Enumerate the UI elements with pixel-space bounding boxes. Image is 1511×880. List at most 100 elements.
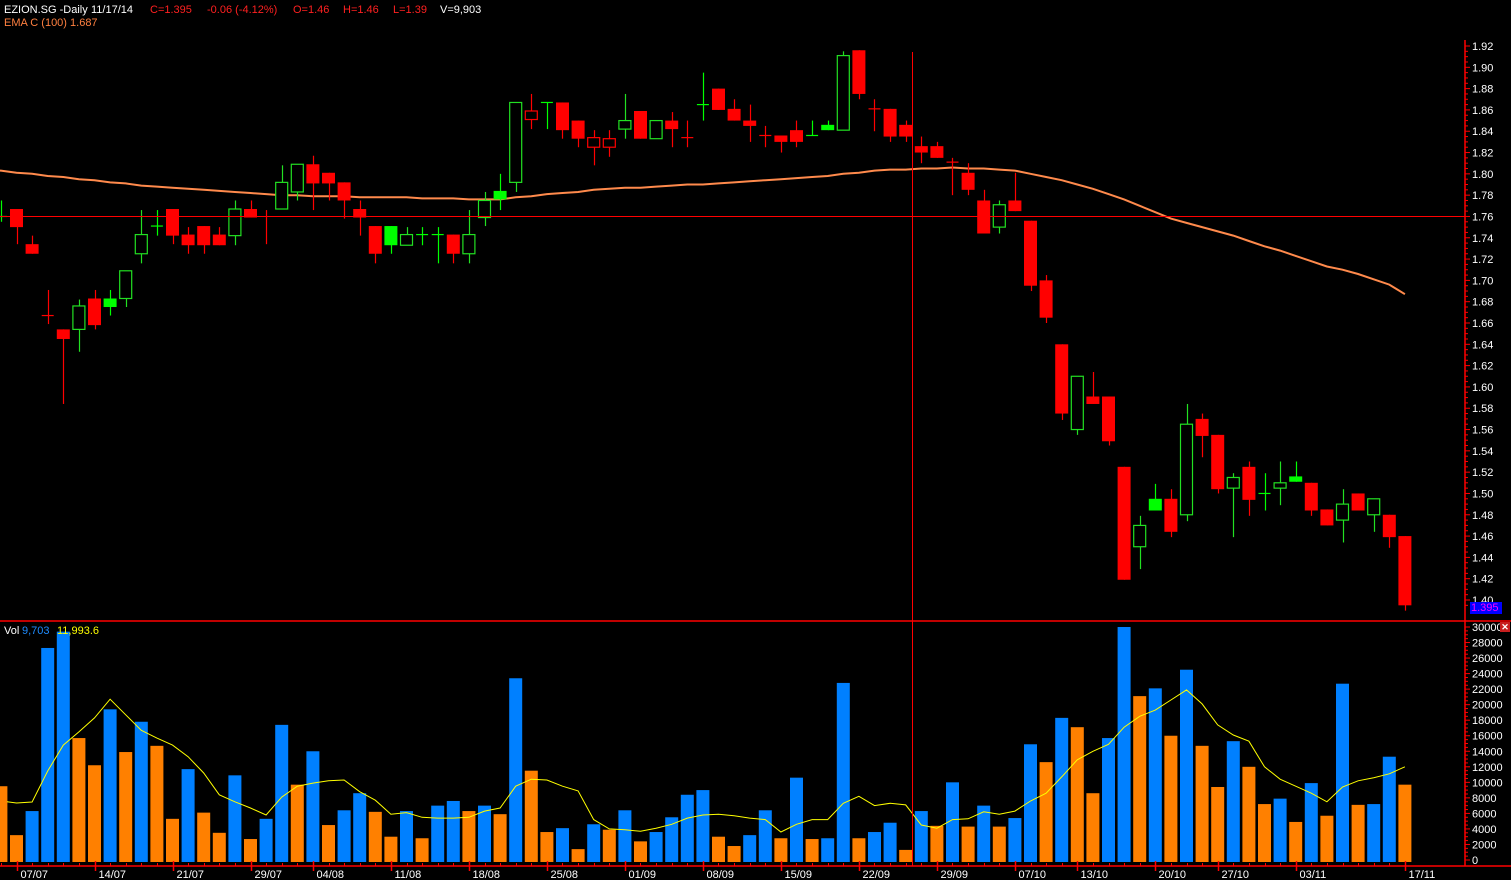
candle-body-filled [930, 146, 944, 158]
volume-bar [1164, 735, 1178, 862]
candle [852, 50, 866, 100]
candle [337, 182, 351, 219]
price-tick-label: 1.76 [1472, 211, 1493, 223]
volume-bar [1351, 804, 1365, 862]
candle [1055, 344, 1069, 420]
volume-bar [774, 838, 788, 862]
candle-body-hollow [290, 163, 304, 193]
x-tick-label: 04/08 [317, 869, 345, 880]
candle [384, 226, 398, 254]
candle [883, 108, 897, 142]
candle-body-filled [1024, 220, 1037, 286]
volume-bar [1258, 804, 1271, 862]
volume-bar [1039, 762, 1053, 862]
x-tick-label: 17/11 [1409, 869, 1436, 880]
candle-body-filled [1008, 200, 1022, 212]
volume-bar [259, 818, 273, 862]
candle [587, 130, 601, 166]
candle [602, 130, 616, 157]
volume-bar [587, 824, 601, 862]
candle [1335, 489, 1350, 543]
candle-body-filled [743, 120, 757, 126]
x-tick-label: 22/09 [863, 869, 891, 880]
candle [618, 93, 632, 139]
price-tick-label: 1.68 [1472, 297, 1493, 309]
candle-body-filled [1164, 498, 1178, 532]
volume-bar [712, 836, 725, 862]
candle-body-filled [322, 172, 335, 184]
candle-body-hollow [618, 119, 632, 130]
volume-tick-label: 0 [1472, 855, 1478, 867]
volume-bar [228, 775, 242, 862]
candle [166, 209, 179, 245]
candle-body-filled [1102, 396, 1115, 442]
volume-bar [1382, 756, 1396, 862]
candle-body-filled [883, 108, 897, 137]
candle-body-filled [103, 298, 117, 308]
candle-body-filled [181, 234, 195, 246]
volume-bar [1086, 793, 1100, 862]
candle [119, 270, 133, 308]
x-tick-label: 15/09 [785, 869, 813, 880]
candle-body-filled [25, 244, 39, 254]
candle [868, 99, 881, 132]
volume-bar [212, 832, 226, 862]
candle [712, 88, 725, 110]
price-tick-label: 1.54 [1472, 446, 1493, 458]
candle [228, 200, 242, 246]
candle [41, 289, 54, 325]
candle-body-filled [961, 172, 975, 190]
candle [977, 189, 991, 234]
candle [1320, 509, 1334, 526]
x-tick-label: 14/07 [99, 869, 127, 880]
volume-tick-label: 20000 [1472, 700, 1503, 712]
volume-bar [727, 846, 741, 862]
price-tick-label: 1.46 [1472, 531, 1493, 543]
volume-bar [134, 721, 148, 862]
volume-bar [446, 800, 460, 862]
volume-tick-label: 22000 [1472, 684, 1503, 696]
volume-bar [1024, 744, 1037, 862]
candle-body-filled [368, 226, 382, 254]
volume-bar [275, 724, 289, 862]
candle-body-hollow [134, 233, 148, 255]
candle [244, 200, 257, 218]
date-label: 11/17/14 [91, 4, 134, 16]
volume-bar [493, 814, 507, 862]
volume-panel[interactable] [0, 627, 1412, 862]
volume-bar [1008, 818, 1022, 862]
volume-bar [790, 777, 803, 862]
axes: 1.92 1.90 1.88 1.86 1.84 1.82 1.80 1.78 1.76 1.74… [0, 40, 1511, 880]
candle-body-filled [1289, 476, 1303, 482]
close-volume-pane-icon[interactable]: ✕ [1500, 622, 1510, 632]
price-panel[interactable] [0, 50, 1412, 611]
candle [1382, 514, 1396, 548]
candle [696, 72, 709, 121]
candle-body-filled [10, 209, 23, 228]
volume-bar [1336, 683, 1349, 862]
volume-bar [1117, 627, 1131, 862]
volume-bar [25, 811, 39, 862]
candle [322, 172, 335, 201]
candle [25, 235, 39, 254]
candle [134, 210, 148, 264]
candle [992, 200, 1006, 234]
candle-body-filled [1351, 493, 1365, 511]
change-value: -0.06 (-4.12%) [207, 4, 278, 16]
candle [88, 289, 101, 330]
volume-tick-label: 26000 [1472, 653, 1503, 665]
volume-bar [1211, 786, 1225, 862]
price-tick-label: 1.50 [1472, 488, 1493, 500]
candle [1367, 498, 1381, 532]
volume-bar [805, 839, 819, 862]
volume-bar [166, 818, 179, 862]
candle-body-hollow [477, 199, 492, 219]
volume-bar [1148, 688, 1162, 862]
price-tick-label: 1.80 [1472, 169, 1493, 181]
candle [1273, 461, 1287, 506]
candle [290, 163, 304, 201]
volume-bar [306, 751, 320, 862]
candle-body-filled [774, 135, 788, 142]
volume-bar [836, 682, 850, 862]
